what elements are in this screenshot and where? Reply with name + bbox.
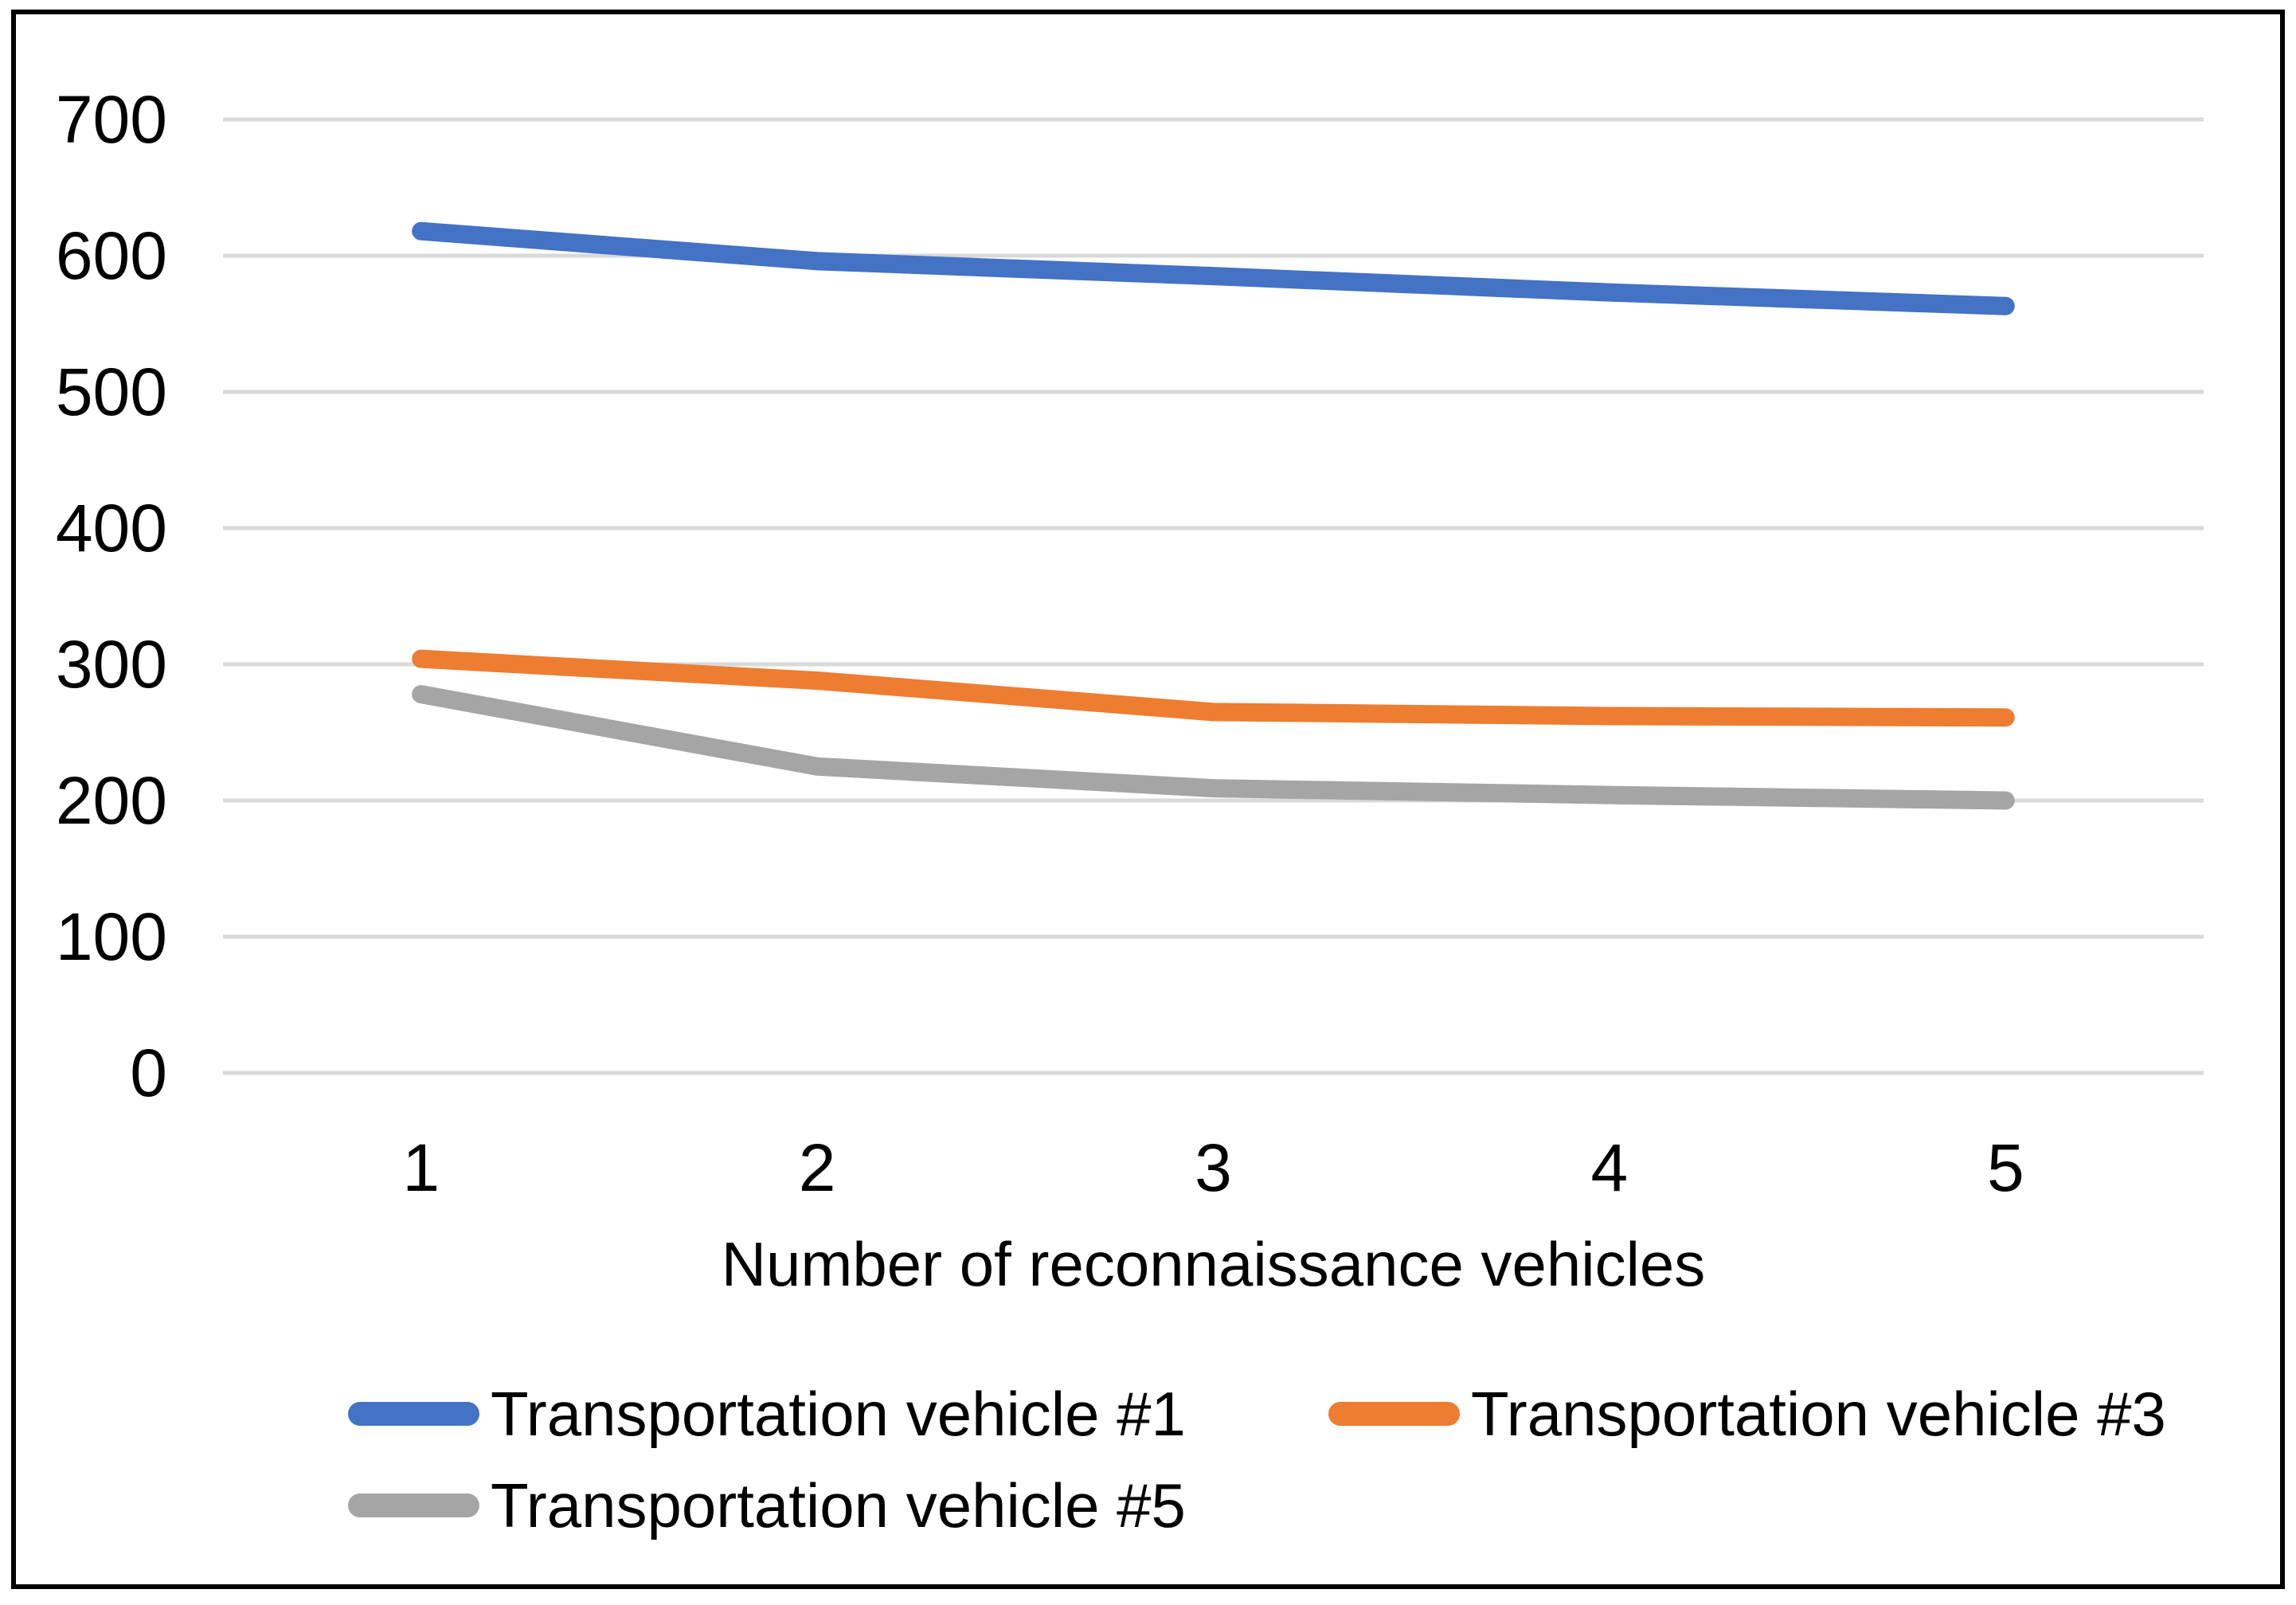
legend-item-1: Transportation vehicle #1	[348, 1383, 1186, 1445]
y-tick-label-600: 600	[55, 218, 167, 293]
series-line-3	[412, 685, 2015, 810]
legend-line-swatch-1	[348, 1402, 479, 1426]
y-tick-label-200: 200	[55, 763, 167, 838]
series-line-1	[412, 221, 2015, 315]
x-axis-title: Number of reconnaissance vehicles	[721, 1229, 1706, 1299]
x-tick-label-3: 3	[1195, 1130, 1232, 1205]
x-tick-label-2: 2	[798, 1130, 836, 1205]
y-tick-label-400: 400	[55, 491, 167, 566]
legend-line-swatch-3	[348, 1493, 479, 1517]
legend-label-3: Transportation vehicle #5	[491, 1470, 1186, 1540]
series-line-2	[412, 649, 2015, 727]
y-tick-label-300: 300	[55, 627, 167, 702]
legend-label-2: Transportation vehicle #3	[1471, 1379, 2166, 1449]
legend-line-swatch-2	[1328, 1402, 1460, 1426]
x-tick-label-4: 4	[1590, 1130, 1629, 1205]
x-tick-label-1: 1	[402, 1130, 440, 1205]
y-tick-label-700: 700	[55, 82, 167, 157]
legend-label-1: Transportation vehicle #1	[491, 1379, 1186, 1449]
legend-item-2: Transportation vehicle #3	[1328, 1383, 2166, 1445]
y-tick-label-500: 500	[55, 354, 167, 429]
x-tick-label-5: 5	[1986, 1130, 2024, 1205]
legend-item-3: Transportation vehicle #5	[348, 1474, 1186, 1536]
y-tick-label-100: 100	[55, 899, 167, 974]
y-tick-label-0: 0	[130, 1035, 167, 1110]
